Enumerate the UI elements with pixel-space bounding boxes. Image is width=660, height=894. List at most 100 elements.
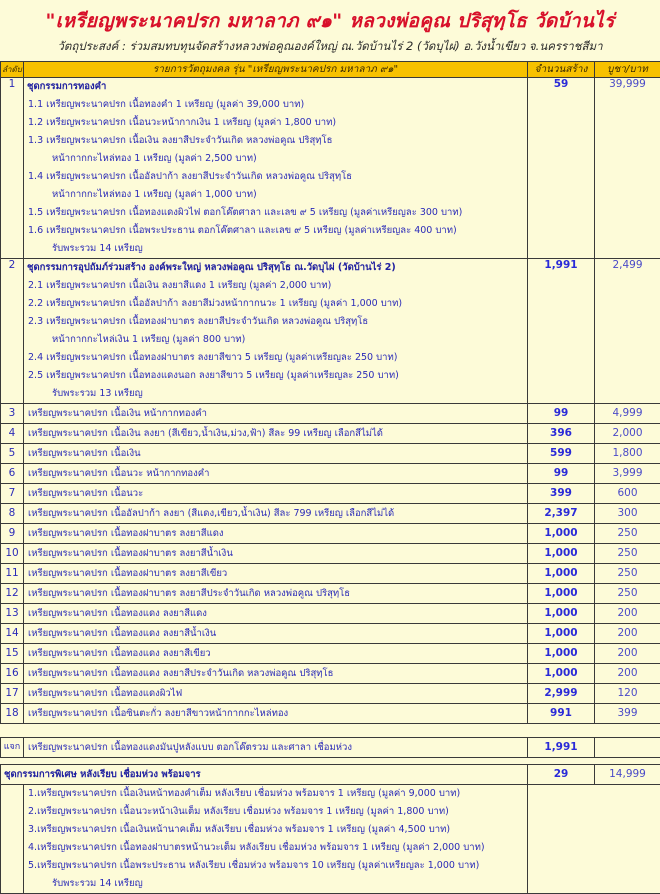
section-title: ชุดกรรมการทองคำ [24, 78, 527, 96]
quantity: 991 [528, 704, 595, 724]
price: 1,800 [595, 444, 660, 464]
price: 3,999 [595, 464, 660, 484]
section-description: ชุดกรรมการอุปถัมภ์ร่วมสร้าง องค์พระใหญ่ … [24, 259, 528, 404]
special-line: 1.เหรียญพระนาคปรก เนื้อเงินหน้าทองคำเต็ม… [24, 785, 527, 803]
price: 200 [595, 664, 660, 684]
section-line: 2.3 เหรียญพระนาคปรก เนื้อทองฝาบาตร ลงยาส… [24, 313, 527, 331]
row-description: เหรียญพระนาคปรก เนื้อทองฝาบาตร ลงยาสีแดง [24, 524, 528, 544]
price: 250 [595, 524, 660, 544]
price: 300 [595, 504, 660, 524]
quantity: 1,000 [528, 664, 595, 684]
price: 250 [595, 544, 660, 564]
giveaway-qty: 1,991 [528, 738, 595, 758]
row-number: 5 [1, 444, 24, 464]
special-lines-row: 1.เหรียญพระนาคปรก เนื้อเงินหน้าทองคำเต็ม… [1, 785, 660, 894]
row-number: 9 [1, 524, 24, 544]
quantity: 59 [528, 78, 595, 259]
row-number: 15 [1, 644, 24, 664]
quantity: 1,000 [528, 524, 595, 544]
section-line: 1.2 เหรียญพระนาคปรก เนื้อนวะหน้ากากเงิน … [24, 114, 527, 132]
quantity: 1,991 [528, 259, 595, 404]
special-price: 14,999 [595, 765, 660, 785]
special-num-cell [1, 785, 24, 894]
special-header-row: ชุดกรรมการพิเศษ หลังเรียบ เชื่อมห่วง พร้… [1, 765, 660, 785]
quantity: 1,000 [528, 644, 595, 664]
row-number: 8 [1, 504, 24, 524]
row-number: 17 [1, 684, 24, 704]
row-number: 2 [1, 259, 24, 404]
row-description: เหรียญพระนาคปรก เนื้อทองแดงผิวไฟ [24, 684, 528, 704]
section-line: 2.1 เหรียญพระนาคปรก เนื้อเงิน ลงยาสีแดง … [24, 277, 527, 295]
header-number: ลำดับ [1, 62, 24, 78]
quantity: 1,000 [528, 544, 595, 564]
special-line: รับพระรวม 14 เหรียญ [24, 875, 527, 893]
price-table: ลำดับ รายการวัตถุมงคล รุ่น "เหรียญพระนาค… [0, 61, 660, 724]
giveaway-desc: เหรียญพระนาคปรก เนื้อทองแดงมันปูหลังแบบ … [24, 738, 528, 758]
special-table: ชุดกรรมการพิเศษ หลังเรียบ เชื่อมห่วง พร้… [0, 764, 660, 894]
row-number: 12 [1, 584, 24, 604]
row-number: 13 [1, 604, 24, 624]
section-line: 2.5 เหรียญพระนาคปรก เนื้อทองแดงนอก ลงยาส… [24, 367, 527, 385]
row-number: 14 [1, 624, 24, 644]
giveaway-table: แจก เหรียญพระนาคปรก เนื้อทองแดงมันปูหลัง… [0, 737, 660, 758]
header-price: บูชา/บาท [595, 62, 660, 78]
row-description: เหรียญพระนาคปรก เนื้อเงิน หน้ากากทองคำ [24, 404, 528, 424]
header-quantity: จำนวนสร้าง [528, 62, 595, 78]
page-subtitle: วัตถุประสงค์ : ร่วมสมทบทุนจัดสร้างหลวงพ่… [0, 38, 660, 56]
table-header-row: ลำดับ รายการวัตถุมงคล รุ่น "เหรียญพระนาค… [1, 62, 660, 78]
price: 600 [595, 484, 660, 504]
section-line: หน้ากากกะไหล่ทอง 1 เหรียญ (มูลค่า 2,500 … [24, 150, 527, 168]
quantity: 1,000 [528, 624, 595, 644]
special-empty-cell [528, 785, 660, 894]
row-description: เหรียญพระนาคปรก เนื้อทองฝาบาตร ลงยาสีน้ำ… [24, 544, 528, 564]
price: 2,000 [595, 424, 660, 444]
row-number: 10 [1, 544, 24, 564]
header-item: รายการวัตถุมงคล รุ่น "เหรียญพระนาคปรก มห… [24, 62, 528, 78]
row-number: 3 [1, 404, 24, 424]
price: 200 [595, 604, 660, 624]
section-line: รับพระรวม 14 เหรียญ [24, 240, 527, 258]
row-number: 4 [1, 424, 24, 444]
row-description: เหรียญพระนาคปรก เนื้อนวะ [24, 484, 528, 504]
quantity: 396 [528, 424, 595, 444]
special-title: ชุดกรรมการพิเศษ หลังเรียบ เชื่อมห่วง พร้… [1, 765, 528, 785]
price: 250 [595, 564, 660, 584]
quantity: 2,397 [528, 504, 595, 524]
special-line: 4.เหรียญพระนาคปรก เนื้อทองฝาบาตรหน้านวะเ… [24, 839, 527, 857]
row-number: 1 [1, 78, 24, 259]
giveaway-price [595, 738, 660, 758]
price: 120 [595, 684, 660, 704]
giveaway-row: แจก เหรียญพระนาคปรก เนื้อทองแดงมันปูหลัง… [1, 738, 660, 758]
giveaway-label: แจก [1, 738, 24, 758]
special-qty: 29 [528, 765, 595, 785]
section-line: 1.6 เหรียญพระนาคปรก เนื้อพระประธาน ตอกโค… [24, 222, 527, 240]
price: 399 [595, 704, 660, 724]
price: 2,499 [595, 259, 660, 404]
row-description: เหรียญพระนาคปรก เนื้อทองแดง ลงยาสีเขียว [24, 644, 528, 664]
quantity: 1,000 [528, 604, 595, 624]
section-line: 2.2 เหรียญพระนาคปรก เนื้ออัลปาก้า ลงยาสี… [24, 295, 527, 313]
row-description: เหรียญพระนาคปรก เนื้อทองแดง ลงยาสีประจำว… [24, 664, 528, 684]
section-line: หน้ากากกะไหล่ทอง 1 เหรียญ (มูลค่า 1,000 … [24, 186, 527, 204]
row-number: 6 [1, 464, 24, 484]
special-line: 3.เหรียญพระนาคปรก เนื้อเงินหน้านาคเต็ม ห… [24, 821, 527, 839]
row-description: เหรียญพระนาคปรก เนื้ออัลปาก้า ลงยา (สีแด… [24, 504, 528, 524]
quantity: 2,999 [528, 684, 595, 704]
section-line: 1.3 เหรียญพระนาคปรก เนื้อเงิน ลงยาสีประจ… [24, 132, 527, 150]
price: 200 [595, 624, 660, 644]
quantity: 1,000 [528, 564, 595, 584]
